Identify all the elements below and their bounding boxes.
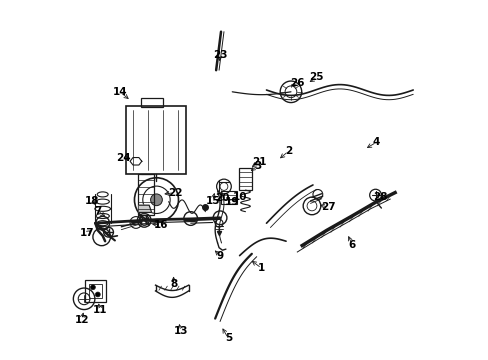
Bar <box>238 168 252 190</box>
Text: 25: 25 <box>309 72 324 82</box>
Text: 18: 18 <box>84 196 99 206</box>
Text: 26: 26 <box>289 78 304 88</box>
Bar <box>141 98 163 107</box>
Bar <box>126 106 185 174</box>
Text: 1: 1 <box>258 263 264 273</box>
Text: 15: 15 <box>205 196 220 206</box>
Text: 8: 8 <box>170 279 177 289</box>
Text: 13: 13 <box>173 326 188 336</box>
Circle shape <box>137 213 151 227</box>
Text: 4: 4 <box>372 137 380 147</box>
Circle shape <box>96 216 109 230</box>
Text: 27: 27 <box>321 202 335 212</box>
Circle shape <box>213 211 226 225</box>
Text: 17: 17 <box>80 228 94 238</box>
Text: 12: 12 <box>74 315 89 325</box>
Text: 14: 14 <box>112 87 127 97</box>
Text: 9: 9 <box>216 251 223 261</box>
Text: 21: 21 <box>251 157 266 167</box>
Text: 24: 24 <box>116 153 130 163</box>
Text: 16: 16 <box>154 220 168 230</box>
Circle shape <box>150 194 162 206</box>
Text: 7: 7 <box>94 206 102 216</box>
Text: 22: 22 <box>167 188 182 198</box>
Polygon shape <box>139 205 151 212</box>
Text: 20: 20 <box>215 193 229 203</box>
Text: 10: 10 <box>232 192 246 202</box>
Circle shape <box>90 285 95 290</box>
Text: 2: 2 <box>285 146 291 156</box>
Text: 19: 19 <box>224 197 239 207</box>
Bar <box>84 280 106 302</box>
Bar <box>141 170 150 174</box>
Text: 3: 3 <box>254 161 261 171</box>
Bar <box>138 174 153 215</box>
Text: 6: 6 <box>348 240 355 250</box>
Circle shape <box>183 212 197 225</box>
Bar <box>88 284 102 298</box>
Text: 11: 11 <box>93 305 107 315</box>
Text: 5: 5 <box>224 333 231 343</box>
Circle shape <box>139 215 149 225</box>
Circle shape <box>95 292 100 297</box>
Text: 23: 23 <box>212 50 227 60</box>
Text: 28: 28 <box>372 192 387 202</box>
Bar <box>221 191 236 204</box>
